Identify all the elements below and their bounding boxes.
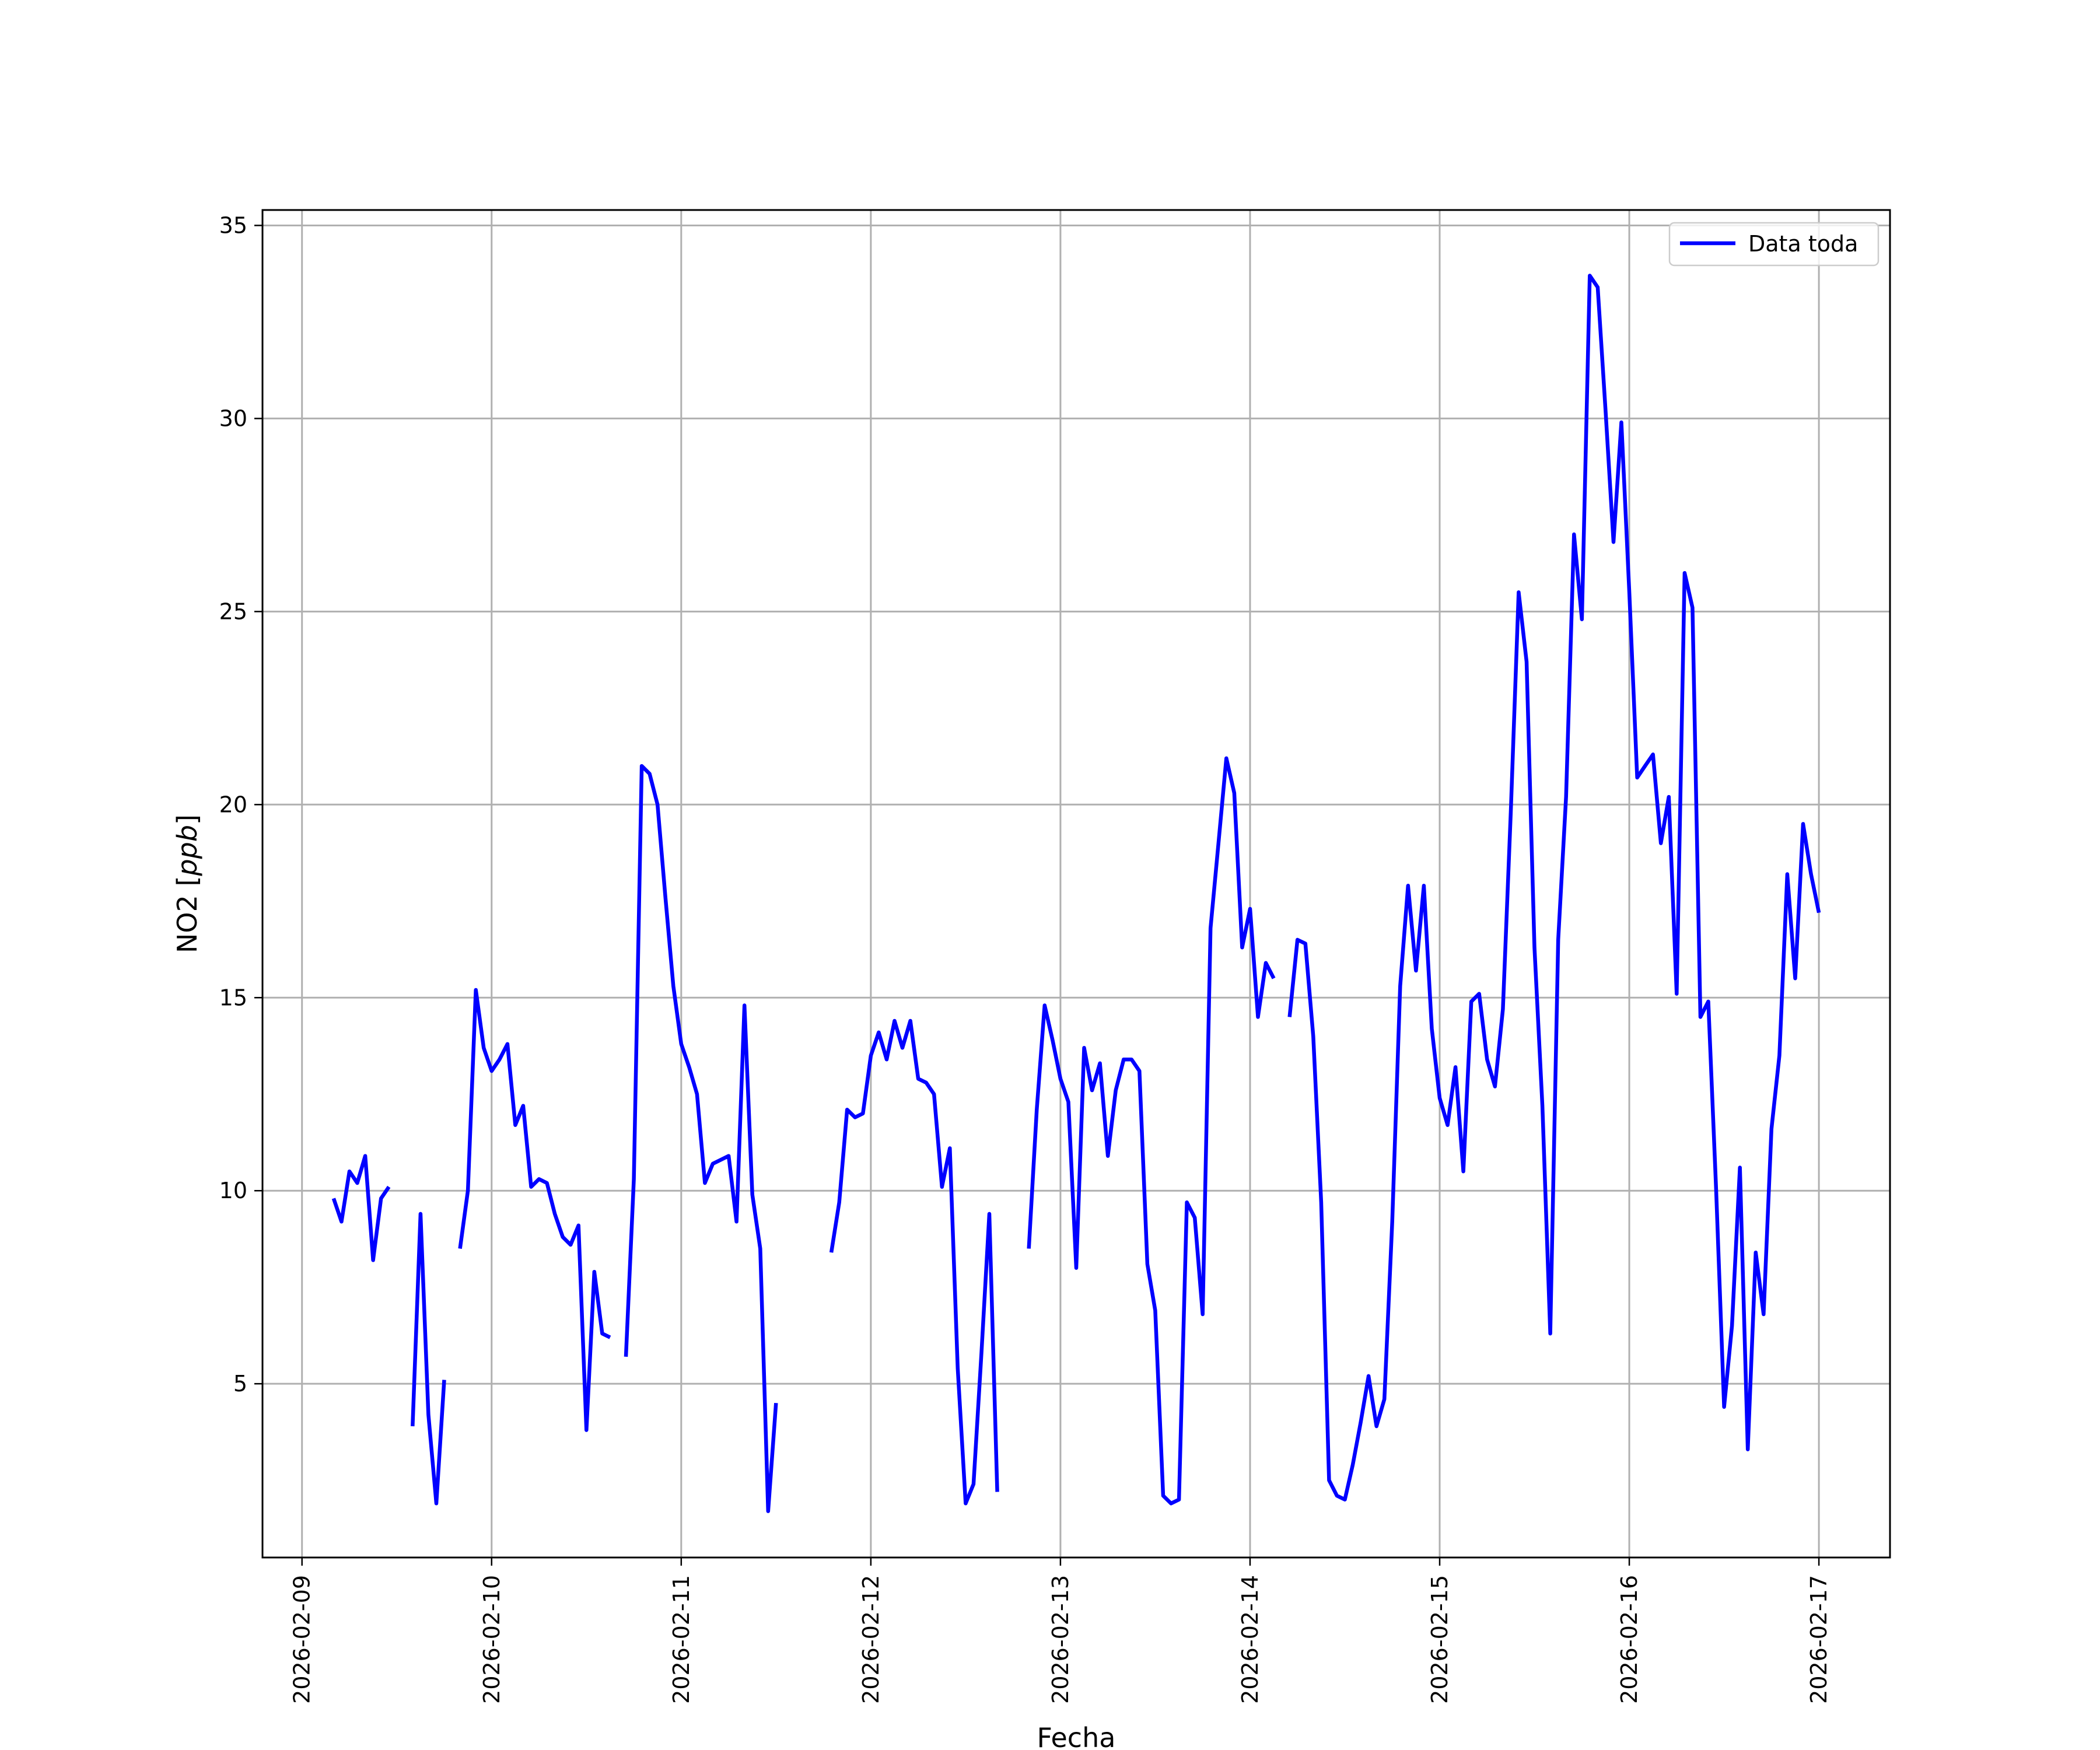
y-tick-label-3: 20 [219, 792, 247, 817]
x-tick-label-4: 2026-02-13 [1048, 1575, 1073, 1704]
y-axis-label-unit: ppb [172, 825, 203, 877]
x-tick-label-5: 2026-02-14 [1237, 1575, 1263, 1704]
x-tick-label-8: 2026-02-17 [1806, 1575, 1832, 1704]
y-tick-label-4: 25 [219, 598, 247, 624]
legend: Data toda [1668, 222, 1880, 267]
y-tick-label-2: 15 [219, 985, 247, 1010]
y-tick-label-0: 5 [233, 1371, 247, 1396]
x-tick-label-1: 2026-02-10 [479, 1575, 505, 1704]
x-tick-label-0: 2026-02-09 [289, 1575, 315, 1704]
plot-frame [261, 209, 1891, 1559]
x-axis-label: Fecha [1037, 1722, 1116, 1750]
y-tick-label-1: 10 [219, 1178, 247, 1203]
y-axis: 5 10 15 20 25 30 35 [219, 212, 262, 1396]
legend-box [1668, 222, 1880, 267]
grid-lines [262, 210, 1890, 1558]
y-tick-label-6: 35 [219, 212, 247, 238]
y-axis-label-text: NO2 [ [172, 876, 203, 953]
x-tick-label-2: 2026-02-11 [668, 1575, 694, 1704]
y-axis-label: NO2 [ppb] [172, 814, 203, 953]
series-layer [331, 274, 1821, 1513]
x-tick-label-7: 2026-02-16 [1616, 1575, 1642, 1704]
series-line-0 [331, 274, 1821, 1513]
x-tick-label-3: 2026-02-12 [858, 1575, 884, 1704]
x-axis: 2026-02-09 2026-02-10 2026-02-11 2026-02-12… [289, 1558, 1832, 1704]
x-tick-label-6: 2026-02-15 [1427, 1575, 1452, 1704]
plot-area-background [262, 210, 1890, 1558]
y-tick-label-5: 30 [219, 405, 247, 431]
legend-label-data-toda: Data toda [1748, 231, 1858, 257]
y-axis-label-close: ] [172, 814, 203, 825]
